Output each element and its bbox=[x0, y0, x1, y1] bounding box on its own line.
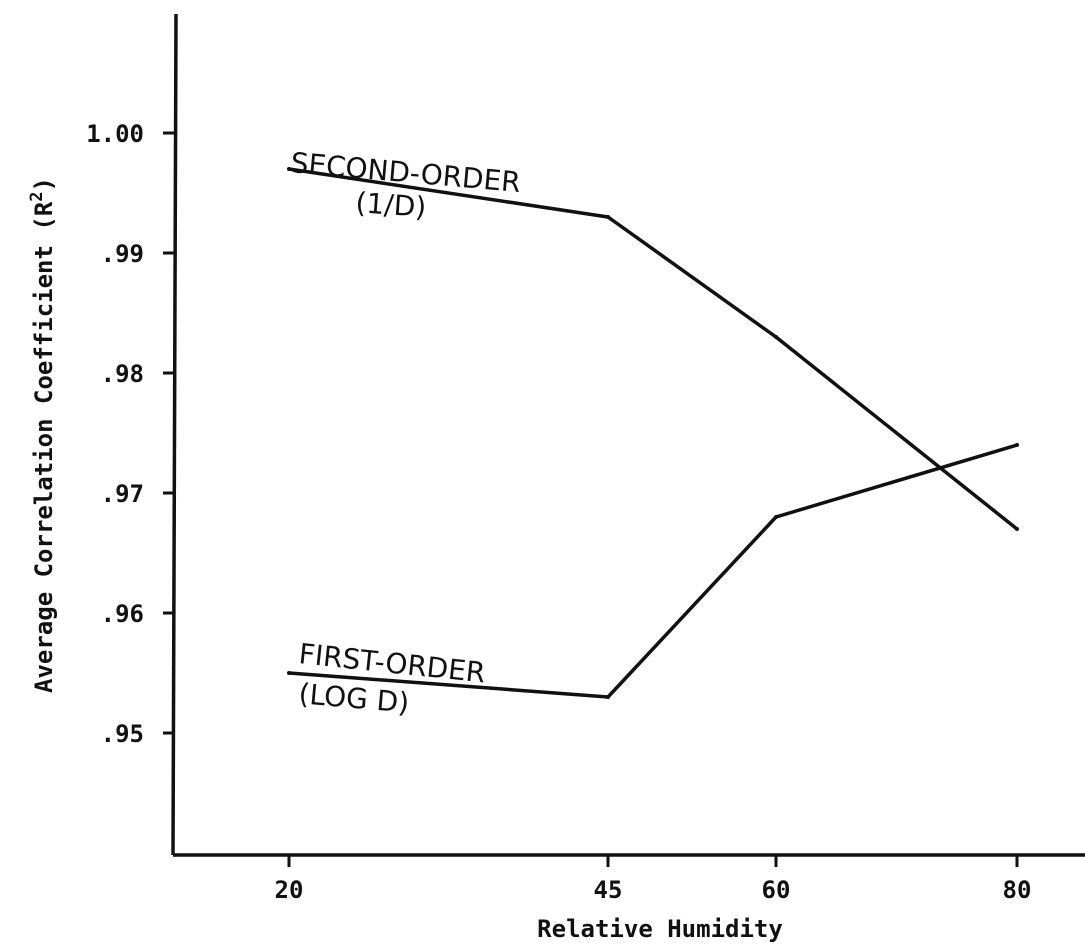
series-label-second-order: SECOND-ORDER (1/D) bbox=[289, 146, 522, 224]
y-axis-title-close: ) bbox=[30, 177, 58, 191]
data-point bbox=[606, 215, 610, 219]
data-point bbox=[1015, 443, 1019, 447]
x-axis-title: Relative Humidity bbox=[537, 915, 783, 943]
y-axis-line bbox=[171, 13, 178, 856]
y-axis-title-superscript: 2 bbox=[27, 191, 47, 201]
y-tick-label: .99 bbox=[101, 240, 144, 268]
second-order-line bbox=[288, 167, 1019, 531]
y-tick-label: .97 bbox=[101, 480, 144, 508]
ticks: 1.00 .99 .98 .97 .96 .95 20 45 60 80 bbox=[86, 120, 1031, 904]
data-point bbox=[774, 335, 778, 339]
y-axis-title: Average Correlation Coefficient (R2) bbox=[27, 177, 58, 693]
first-order-line bbox=[288, 443, 1018, 699]
x-tick-label: 20 bbox=[275, 876, 304, 904]
data-point bbox=[1015, 527, 1019, 531]
series-label-first-order-sub: (LOG D) bbox=[297, 677, 410, 720]
y-tick-label: .95 bbox=[101, 720, 144, 748]
data-point bbox=[606, 695, 610, 699]
series bbox=[287, 167, 1019, 699]
x-tick-label: 80 bbox=[1003, 876, 1032, 904]
data-point bbox=[774, 515, 778, 519]
x-tick-label: 45 bbox=[594, 876, 623, 904]
data-point bbox=[287, 167, 291, 171]
y-tick-label: .98 bbox=[101, 360, 144, 388]
data-point bbox=[287, 671, 291, 675]
x-tick-label: 60 bbox=[762, 876, 791, 904]
y-axis-title-group: Average Correlation Coefficient (R2) bbox=[27, 177, 58, 693]
y-tick-label: 1.00 bbox=[86, 120, 144, 148]
series-label-first-order: FIRST-ORDER (LOG D) bbox=[297, 637, 487, 719]
y-tick-label: .96 bbox=[101, 600, 144, 628]
series-label-second-order-sub: (1/D) bbox=[355, 186, 428, 224]
